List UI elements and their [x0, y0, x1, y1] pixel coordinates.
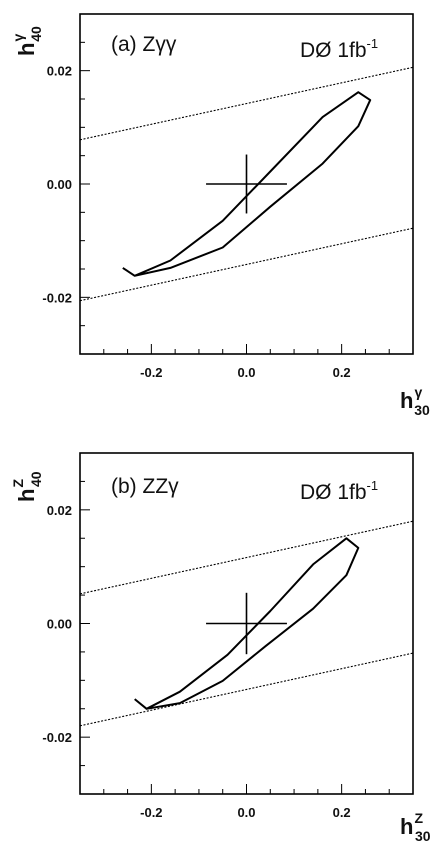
- panel-label: (a) Zγγ: [111, 33, 177, 56]
- y-axis-title: hγ 40: [10, 26, 44, 56]
- y-tick-label: 0.00: [47, 617, 72, 632]
- x-axis-title-sub: 30: [415, 828, 431, 844]
- experiment-label: DØ 1fb-1: [300, 478, 378, 504]
- series-group: [79, 520, 414, 727]
- y-axis-title-sup: Z: [10, 479, 26, 488]
- central-value-marker: [206, 154, 287, 214]
- x-tick-label: 0.0: [237, 805, 255, 820]
- y-axis-title-base: h: [14, 43, 39, 56]
- experiment-label-sup: -1: [367, 36, 379, 51]
- x-tick-label: -0.2: [140, 805, 162, 820]
- x-axis-title-base: h: [400, 814, 413, 839]
- axis-ticks: [79, 13, 414, 355]
- experiment-label-text: DØ 1fb: [300, 39, 367, 62]
- experiment-label-text: DØ 1fb: [300, 481, 367, 504]
- y-axis-title-base: h: [14, 489, 39, 502]
- axis-tick-labels: -0.2 0.0 0.2 -0.02 0.00 0.02: [42, 64, 350, 380]
- series-group: [79, 66, 414, 302]
- y-axis-title-sub: 40: [28, 471, 44, 487]
- x-axis-title: hZ 30: [400, 810, 431, 844]
- y-tick-label: 0.00: [47, 177, 72, 192]
- bound-line: [79, 652, 414, 727]
- y-tick-label: -0.02: [42, 730, 72, 745]
- x-tick-label: 0.0: [237, 365, 255, 380]
- x-axis-title-sup: γ: [414, 384, 422, 400]
- x-axis-title-sub: 30: [414, 402, 430, 418]
- x-axis-title: hγ 30: [400, 384, 430, 418]
- bound-line: [79, 227, 414, 302]
- y-axis-title-sup: γ: [10, 34, 26, 42]
- panel-label: (b) ZZγ: [111, 475, 179, 498]
- experiment-label: DØ 1fb-1: [300, 36, 378, 62]
- x-tick-label: 0.2: [333, 365, 351, 380]
- y-axis-title: hZ 40: [10, 471, 44, 502]
- contour-line: [134, 537, 360, 710]
- bound-line: [79, 520, 414, 595]
- experiment-label-sup: -1: [367, 478, 379, 493]
- x-tick-label: -0.2: [140, 365, 162, 380]
- panel-b: -0.2 0.0 0.2 -0.02 0.00 0.02 (b) ZZγ DØ 1fb-1…: [10, 452, 431, 844]
- bound-line: [79, 66, 414, 141]
- y-tick-label: 0.02: [47, 64, 72, 79]
- y-axis-title-sub: 40: [28, 26, 44, 42]
- x-tick-label: 0.2: [333, 805, 351, 820]
- axis-ticks: [79, 452, 414, 795]
- panel-a: -0.2 0.0 0.2 -0.02 0.00 0.02 (a) Zγγ DØ 1fb-1…: [10, 13, 430, 418]
- x-axis-title-sup: Z: [414, 810, 423, 826]
- central-value-marker: [206, 592, 287, 655]
- y-tick-label: 0.02: [47, 503, 72, 518]
- contour-line: [122, 91, 372, 277]
- y-tick-label: -0.02: [42, 290, 72, 305]
- x-axis-title-base: h: [400, 388, 413, 413]
- axis-tick-labels: -0.2 0.0 0.2 -0.02 0.00 0.02: [42, 503, 350, 820]
